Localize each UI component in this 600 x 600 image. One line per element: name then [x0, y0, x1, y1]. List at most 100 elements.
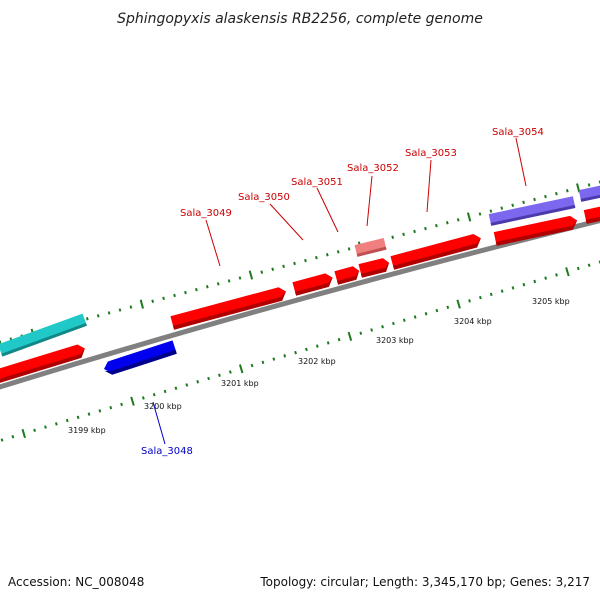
- upper-row-minor-tick: [227, 279, 231, 283]
- lower-row-major-tick: [130, 396, 135, 406]
- upper-row-minor-tick: [162, 296, 165, 301]
- lower-row-minor-tick: [392, 321, 395, 326]
- upper-row-minor-tick: [96, 314, 100, 318]
- upper-row-minor-tick: [184, 290, 187, 295]
- lower-row-minor-tick: [98, 409, 102, 413]
- leader-sala-3048: [152, 401, 166, 445]
- leader-sala-3050: [269, 203, 304, 241]
- lower-row-minor-tick: [65, 418, 69, 423]
- lower-row-minor-tick: [272, 357, 276, 361]
- upper-row-minor-tick: [478, 212, 482, 216]
- forward-gene-left[interactable]: [0, 343, 87, 384]
- lower-row-minor-tick: [402, 318, 406, 322]
- upper-row-minor-tick: [402, 232, 405, 237]
- upper-row-major-tick: [466, 212, 472, 222]
- sala-3050-gene[interactable]: [292, 272, 334, 296]
- upper-row-minor-tick: [544, 194, 547, 199]
- lower-row-minor-tick: [359, 331, 363, 335]
- map-title: Sphingopyxis alaskensis RB2256, complete…: [117, 11, 483, 27]
- lower-row-minor-tick: [511, 286, 515, 290]
- gene-label-sala-3054[interactable]: Sala_3054: [492, 127, 544, 138]
- lower-row-minor-tick: [196, 380, 200, 384]
- leader-sala-3052: [366, 175, 373, 227]
- sala-3048-gene[interactable]: [102, 340, 177, 376]
- lower-row-minor-tick: [141, 396, 145, 400]
- lower-row-minor-tick: [120, 402, 123, 407]
- lower-row-minor-tick: [587, 263, 591, 267]
- upper-row-minor-tick: [260, 270, 264, 274]
- upper-row-minor-tick: [282, 264, 285, 269]
- lower-row-minor-tick: [283, 354, 287, 358]
- lower-row-minor-tick: [468, 299, 471, 303]
- upper-row-minor-tick: [555, 191, 558, 196]
- leader-sala-3051: [316, 187, 339, 233]
- sala-3051-gene[interactable]: [334, 265, 361, 285]
- upper-row-minor-tick: [271, 267, 275, 271]
- lower-row-minor-tick: [261, 360, 265, 365]
- lower-row-minor-tick: [87, 412, 91, 416]
- upper-row-minor-tick: [205, 285, 209, 289]
- lower-row-minor-tick: [435, 308, 439, 313]
- upper-row-minor-tick: [238, 276, 242, 280]
- sala-3052-outer-gene[interactable]: [354, 237, 387, 257]
- cyan-feature[interactable]: [0, 313, 87, 357]
- lower-row-minor-tick: [163, 389, 167, 394]
- gene-label-sala-3053[interactable]: Sala_3053: [405, 148, 457, 159]
- gene-label-sala-3049[interactable]: Sala_3049: [180, 208, 232, 219]
- upper-row-minor-tick: [347, 247, 351, 251]
- upper-row-minor-tick: [522, 200, 525, 205]
- upper-row-minor-tick: [325, 253, 329, 257]
- gene-label-sala-3051[interactable]: Sala_3051: [291, 177, 343, 188]
- upper-row-minor-tick: [216, 282, 220, 286]
- upper-row-minor-tick: [151, 299, 155, 303]
- lower-row-minor-tick: [533, 279, 537, 284]
- lower-row-minor-tick: [76, 415, 80, 420]
- upper-row-minor-tick: [435, 223, 438, 228]
- lower-row-minor-tick: [337, 337, 341, 342]
- lower-row-minor-tick: [218, 373, 221, 377]
- lower-row-minor-tick: [250, 363, 254, 368]
- lower-row-minor-tick: [424, 312, 428, 316]
- upper-row-major-tick: [139, 299, 144, 309]
- lower-row-minor-tick: [174, 386, 178, 390]
- leader-sala-3053: [426, 159, 432, 213]
- lower-row-minor-tick: [326, 341, 330, 345]
- gene-label-sala-3050[interactable]: Sala_3050: [238, 192, 290, 203]
- lower-row-major-tick: [456, 299, 461, 309]
- lower-row-minor-tick: [305, 347, 308, 352]
- lower-row-minor-tick: [207, 376, 210, 381]
- lower-row-minor-tick: [228, 370, 232, 374]
- scale-label-3203: 3203 kbp: [376, 336, 414, 345]
- lower-row-minor-tick: [500, 289, 504, 293]
- upper-row-minor-tick: [195, 287, 198, 292]
- upper-row-minor-tick: [118, 308, 122, 312]
- lower-row-minor-tick: [294, 350, 297, 355]
- lower-row-minor-tick: [413, 315, 417, 319]
- upper-row-minor-tick: [533, 197, 536, 202]
- upper-row-minor-tick: [489, 209, 493, 213]
- sala-3053-gene[interactable]: [390, 232, 482, 270]
- upper-row-minor-tick: [336, 250, 340, 254]
- lower-tick-row: [0, 260, 600, 442]
- purple-feature-edge[interactable]: [578, 183, 600, 202]
- scale-label-3201: 3201 kbp: [221, 379, 259, 388]
- forward-gene-right[interactable]: [493, 215, 579, 246]
- upper-row-minor-tick: [107, 311, 111, 315]
- upper-row-minor-tick: [173, 293, 176, 298]
- scale-label-3202: 3202 kbp: [298, 357, 336, 366]
- sala-3052-gene[interactable]: [358, 257, 391, 278]
- gene-label-sala-3052[interactable]: Sala_3052: [347, 163, 399, 174]
- upper-row-minor-tick: [587, 183, 591, 187]
- gene-label-sala-3048[interactable]: Sala_3048: [141, 446, 193, 457]
- scale-label-3199: 3199 kbp: [68, 426, 106, 435]
- scale-label-3204: 3204 kbp: [454, 317, 492, 326]
- lower-row-minor-tick: [489, 292, 493, 297]
- lower-row-major-tick: [21, 428, 26, 439]
- label-leader-lines: [152, 137, 527, 445]
- sala-3049-gene[interactable]: [170, 286, 288, 330]
- sala-3054-feature[interactable]: [488, 196, 576, 226]
- lower-row-minor-tick: [555, 273, 558, 277]
- lower-row-major-tick: [565, 267, 570, 277]
- upper-row-minor-tick: [391, 235, 395, 239]
